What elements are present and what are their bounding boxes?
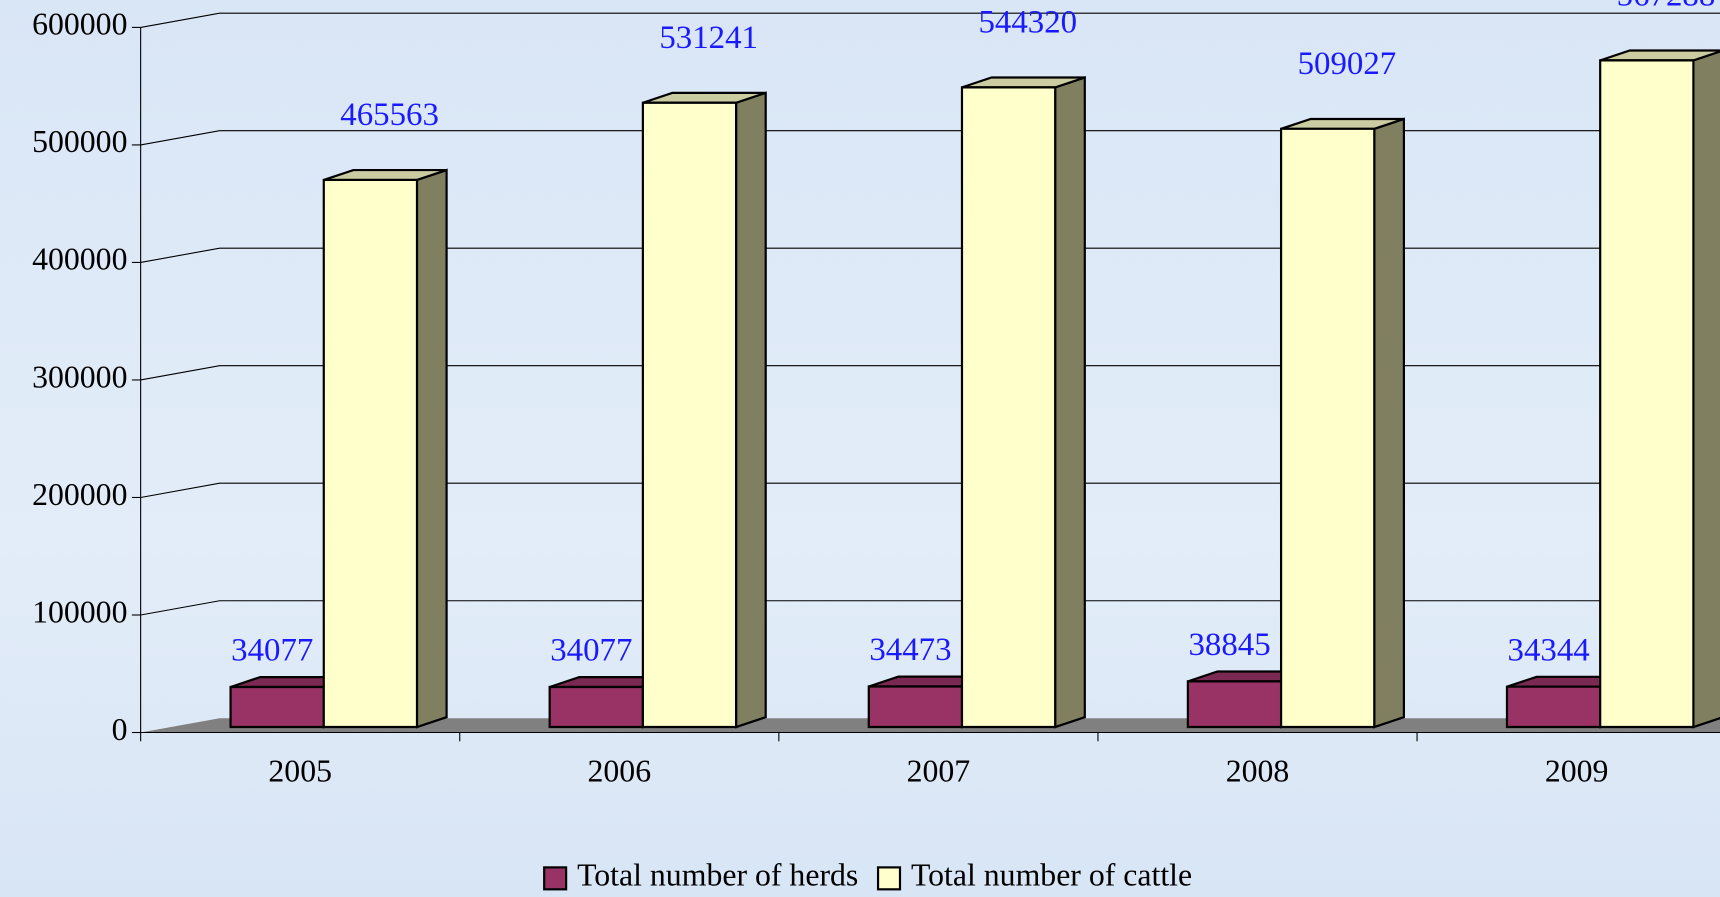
y-tick-label: 0 [112, 712, 128, 747]
bar-face [229, 685, 325, 729]
y-tick-label: 200000 [32, 477, 127, 512]
grid-line [140, 12, 1720, 28]
bar-face [734, 91, 767, 729]
value-label: 34077 [231, 633, 313, 669]
x-tick-label: 2006 [588, 753, 652, 788]
value-label: 34473 [869, 632, 951, 668]
plot: 0 100000 200000 300000 400000 500000 600000 200… [32, 0, 1720, 893]
value-label: 567288 [1617, 0, 1716, 14]
bar-face [1186, 680, 1283, 729]
value-label: 34344 [1508, 632, 1590, 668]
bar-face [867, 685, 964, 729]
bar [960, 75, 1086, 729]
bar [641, 91, 767, 729]
bar-face [548, 685, 644, 729]
bar-face [1599, 59, 1695, 729]
bar-face [1373, 117, 1405, 729]
bar-face [415, 168, 448, 729]
legend-swatch [876, 866, 902, 891]
x-tick-label: 2008 [1226, 753, 1290, 788]
value-label: 544320 [978, 5, 1077, 41]
x-tick-label: 2005 [268, 753, 332, 788]
value-label: 34077 [550, 633, 632, 669]
bar-face [641, 101, 738, 729]
y-tick-label: 100000 [32, 594, 127, 629]
y-tick-label: 500000 [32, 124, 127, 159]
value-label: 531241 [659, 20, 758, 56]
x-tick-label: 2007 [907, 753, 971, 788]
bar-face [960, 86, 1057, 729]
y-tick-label: 400000 [32, 242, 127, 277]
legend-label: Total number of cattle [911, 858, 1192, 893]
bar-face [1279, 127, 1376, 729]
bar-face [322, 178, 419, 729]
bar-face [1692, 50, 1720, 729]
value-label: 509027 [1298, 46, 1397, 82]
value-label: 38845 [1188, 627, 1270, 663]
y-tick-label: 600000 [32, 7, 127, 42]
legend-swatch [543, 866, 568, 891]
bar [322, 168, 448, 729]
value-label: 465563 [340, 97, 439, 133]
bar [1279, 117, 1405, 729]
bar-face [1505, 685, 1602, 729]
y-tick-label: 300000 [32, 359, 127, 394]
bar-face [1054, 75, 1086, 729]
x-tick-label: 2009 [1545, 753, 1609, 788]
bar [1599, 49, 1720, 729]
legend-label: Total number of herds [577, 858, 858, 893]
